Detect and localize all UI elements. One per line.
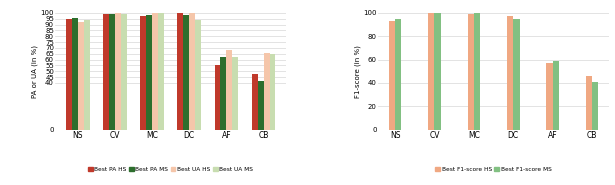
Bar — [389, 21, 395, 130]
Bar — [146, 15, 152, 130]
Bar — [195, 20, 201, 130]
Bar — [226, 50, 232, 130]
Y-axis label: PA or UA (in %): PA or UA (in %) — [31, 45, 38, 98]
Bar — [585, 76, 592, 130]
Bar — [269, 54, 276, 130]
Bar — [220, 57, 226, 130]
Bar — [232, 57, 239, 130]
Bar — [546, 63, 553, 130]
Bar — [553, 61, 559, 130]
Legend: Best PA HS, Best PA MS, Best UA HS, Best UA MS: Best PA HS, Best PA MS, Best UA HS, Best… — [85, 165, 256, 175]
Bar — [474, 13, 480, 129]
Bar — [66, 19, 72, 130]
Bar — [189, 13, 195, 129]
Bar — [152, 13, 158, 129]
Bar — [109, 14, 115, 130]
Y-axis label: F1-score (in %): F1-score (in %) — [354, 45, 360, 98]
Bar — [264, 53, 269, 130]
Bar — [72, 18, 77, 130]
Bar — [434, 13, 441, 129]
Bar — [467, 14, 474, 130]
Bar — [507, 16, 514, 130]
Bar — [252, 74, 258, 130]
Bar — [215, 65, 220, 130]
Bar — [77, 22, 84, 130]
Bar — [258, 80, 264, 130]
Bar — [103, 14, 109, 130]
Bar — [395, 19, 402, 130]
Bar — [177, 13, 183, 129]
Bar — [514, 19, 520, 130]
Bar — [158, 13, 164, 129]
Bar — [84, 20, 90, 130]
Bar — [121, 14, 127, 130]
Bar — [592, 82, 598, 130]
Legend: Best F1-score HS, Best F1-score MS: Best F1-score HS, Best F1-score MS — [433, 165, 554, 175]
Bar — [183, 15, 189, 130]
Bar — [140, 16, 146, 130]
Bar — [115, 13, 121, 129]
Bar — [428, 13, 434, 129]
